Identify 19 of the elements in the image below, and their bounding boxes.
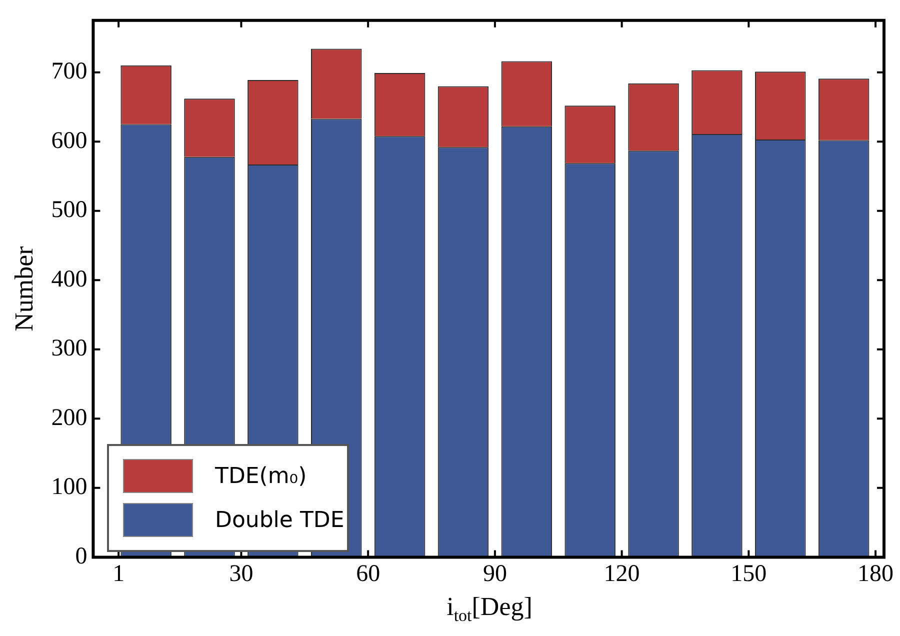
legend-label: TDE(m₀)	[215, 464, 307, 488]
x-tick-label: 90	[482, 560, 507, 587]
x-tick-label: 150	[730, 560, 767, 587]
y-tick-label: 400	[51, 266, 88, 292]
y-tick-label: 700	[51, 58, 88, 85]
x-tick-label: 60	[356, 560, 380, 587]
y-tick-label: 100	[51, 474, 88, 500]
x-tick-label: 1	[112, 560, 125, 587]
x-tick-label: 30	[229, 560, 254, 587]
x-tick-label: 120	[604, 560, 640, 587]
y-tick-label: 300	[51, 336, 88, 362]
y-tick-label: 200	[51, 404, 88, 431]
x-axis-title: i$_{tot}$[Deg]	[446, 592, 534, 626]
y-tick-label: 0	[75, 543, 88, 570]
x-tick-label: 180	[858, 560, 894, 587]
y-axis-title: Number	[9, 246, 38, 332]
y-tick-label: 500	[51, 197, 88, 224]
series-label: Double TDE	[215, 508, 344, 532]
y-tick-label: 600	[51, 128, 88, 154]
